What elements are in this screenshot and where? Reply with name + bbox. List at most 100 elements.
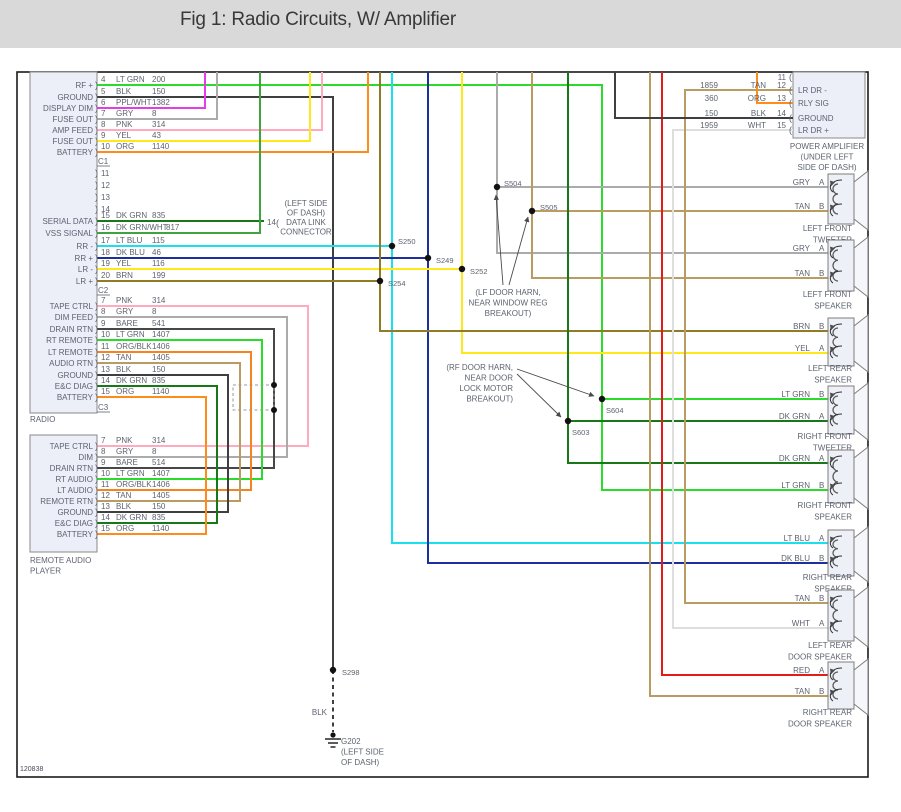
wire-fuse-out-yel [97, 72, 311, 142]
pin-number: 9 [101, 319, 106, 328]
pin-number: 10 [101, 142, 110, 151]
speaker-cone-icon [853, 169, 869, 232]
power-amplifier-label: POWER AMPLIFIER [790, 142, 864, 151]
svg-text:): ) [95, 180, 98, 190]
pin-number: 11 [101, 342, 110, 351]
circuit-number: 1406 [152, 342, 170, 351]
right-rear-speaker: LT BLU A DK BLU B RIGHT REAR SPEAKER [781, 525, 869, 594]
pin-signal-label: LT AUDIO [57, 486, 93, 495]
wire-color-label: DK GRN [116, 376, 147, 385]
wire-amp-feed-pnk [97, 72, 323, 131]
splice-dot-S603 [564, 417, 572, 425]
dlc-label: CONNECTOR [280, 228, 332, 237]
pin-signal-label: AMP FEED [52, 126, 93, 135]
pin-signal-label: LR + [76, 277, 93, 286]
wire-color-label: PNK [116, 296, 133, 305]
circuit-number: 8 [152, 447, 157, 456]
pin-signal-label: LR DR - [798, 86, 827, 95]
wire-color-label: ORG [116, 142, 134, 151]
speaker-cone-icon [853, 657, 869, 717]
speakers: GRY A TAN B LEFT FRONT TWEETER GRY A TAN B LEFT FR… [779, 169, 869, 729]
circuit-number: 835 [152, 211, 166, 220]
svg-text:(: ( [276, 218, 279, 228]
wire-lf-gry-feed [496, 72, 831, 254]
wire-rr-door-red [661, 72, 831, 676]
svg-text:): ) [95, 241, 98, 251]
pin-signal-label: DRAIN RTN [50, 464, 94, 473]
pin-number: 13 [101, 502, 110, 511]
wire-color-label: DK GRN [116, 513, 147, 522]
svg-text:): ) [95, 136, 98, 146]
terminal-wire-color: DK BLU [781, 554, 810, 563]
speaker-name: LEFT REAR [808, 364, 852, 373]
svg-text:): ) [95, 80, 98, 90]
svg-text:): ) [95, 228, 98, 238]
speaker-name: SPEAKER [814, 585, 852, 594]
pin-signal-label: DRAIN RTN [50, 325, 94, 334]
pin-signal-label: GROUND [57, 371, 93, 380]
pin-signal-label: REMOTE RTN [40, 497, 93, 506]
speaker-name: DOOR SPEAKER [788, 720, 852, 729]
circuit-number: 541 [152, 319, 166, 328]
wire-audio-tan-loop [97, 362, 241, 502]
circuit-number: 1382 [152, 98, 170, 107]
pin-number: 11 [101, 169, 110, 178]
svg-text:): ) [95, 529, 98, 539]
speaker-name: LEFT REAR [808, 641, 852, 650]
pin-signal-label: RR + [75, 254, 94, 263]
speaker-cone-icon [853, 381, 869, 442]
diagram-border [16, 71, 869, 778]
pin-signal-label: LR DR + [798, 126, 829, 135]
terminal-wire-color: BRN [793, 322, 810, 331]
harness-notes: (LF DOOR HARN,NEAR WINDOW REGBREAKOUT)(R… [446, 194, 595, 418]
pin-number: 13 [101, 193, 110, 202]
pin-signal-label: E&C DIAG [55, 519, 93, 528]
pin-number: 13 [101, 365, 110, 374]
pin-number: 14 [101, 376, 110, 385]
wire-color-label: DK GRN [116, 211, 147, 220]
svg-text:): ) [95, 253, 98, 263]
remote-audio-player-label: PLAYER [30, 567, 61, 576]
svg-text:): ) [95, 276, 98, 286]
wire-amp-rly-sig-org [756, 72, 793, 104]
pin-signal-label: LR - [78, 265, 93, 274]
pin-signal-label: BATTERY [57, 393, 94, 402]
wire-color-label: YEL [116, 131, 132, 140]
wire-lt-org-blk-loop [97, 351, 252, 491]
lf-door-harn-note: BREAKOUT) [485, 309, 532, 318]
circuit-number: 115 [152, 236, 165, 245]
svg-text:): ) [95, 452, 98, 462]
svg-text:): ) [95, 312, 98, 322]
circuit-number: 314 [152, 436, 166, 445]
svg-text:): ) [95, 463, 98, 473]
left-rear-door-speaker: TAN B WHT A LEFT REAR DOOR SPEAKER [788, 585, 869, 662]
wire-color-label: ORG/BLK [116, 480, 152, 489]
svg-text:): ) [95, 496, 98, 506]
pin-signal-label: LT REMOTE [48, 348, 93, 357]
pin-number: 14 [777, 109, 786, 118]
speaker-body-icon [827, 589, 855, 642]
svg-text:): ) [95, 370, 98, 380]
rf-door-harn-note: NEAR DOOR [465, 374, 514, 383]
pin-number: 4 [101, 75, 106, 84]
pin-number: 16 [101, 223, 110, 232]
circuit-number: 150 [705, 109, 719, 118]
terminal-letter: B [819, 390, 824, 399]
terminal-wire-color: DK GRN [779, 454, 810, 463]
splice-label-S249: S249 [436, 256, 454, 265]
svg-text:): ) [95, 103, 98, 113]
wire-color-label: ORG [116, 524, 134, 533]
svg-text:(: ( [789, 113, 792, 123]
pin-number: 11 [778, 73, 787, 82]
circuit-number: 1859 [700, 81, 718, 90]
ground-label: OF DASH) [341, 758, 380, 767]
speaker-name: RIGHT FRONT [797, 501, 852, 510]
pin-signal-label: FUSE OUT [53, 115, 94, 124]
svg-text:): ) [95, 92, 98, 102]
speaker-name: LEFT FRONT [803, 290, 852, 299]
speaker-cone-icon [853, 235, 869, 299]
terminal-wire-color: DK GRN [779, 412, 810, 421]
pin-number: 20 [101, 271, 110, 280]
